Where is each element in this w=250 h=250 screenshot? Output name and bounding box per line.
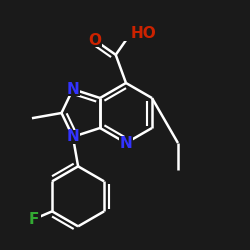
Bar <box>66 82 80 96</box>
Bar <box>66 130 80 144</box>
Text: N: N <box>66 129 79 144</box>
Text: N: N <box>66 82 79 97</box>
Text: F: F <box>29 212 39 227</box>
Bar <box>119 136 133 150</box>
Bar <box>88 33 102 47</box>
Text: HO: HO <box>130 26 156 42</box>
Text: N: N <box>120 136 132 150</box>
Text: O: O <box>88 33 101 48</box>
Bar <box>27 212 41 226</box>
Bar <box>120 27 140 41</box>
